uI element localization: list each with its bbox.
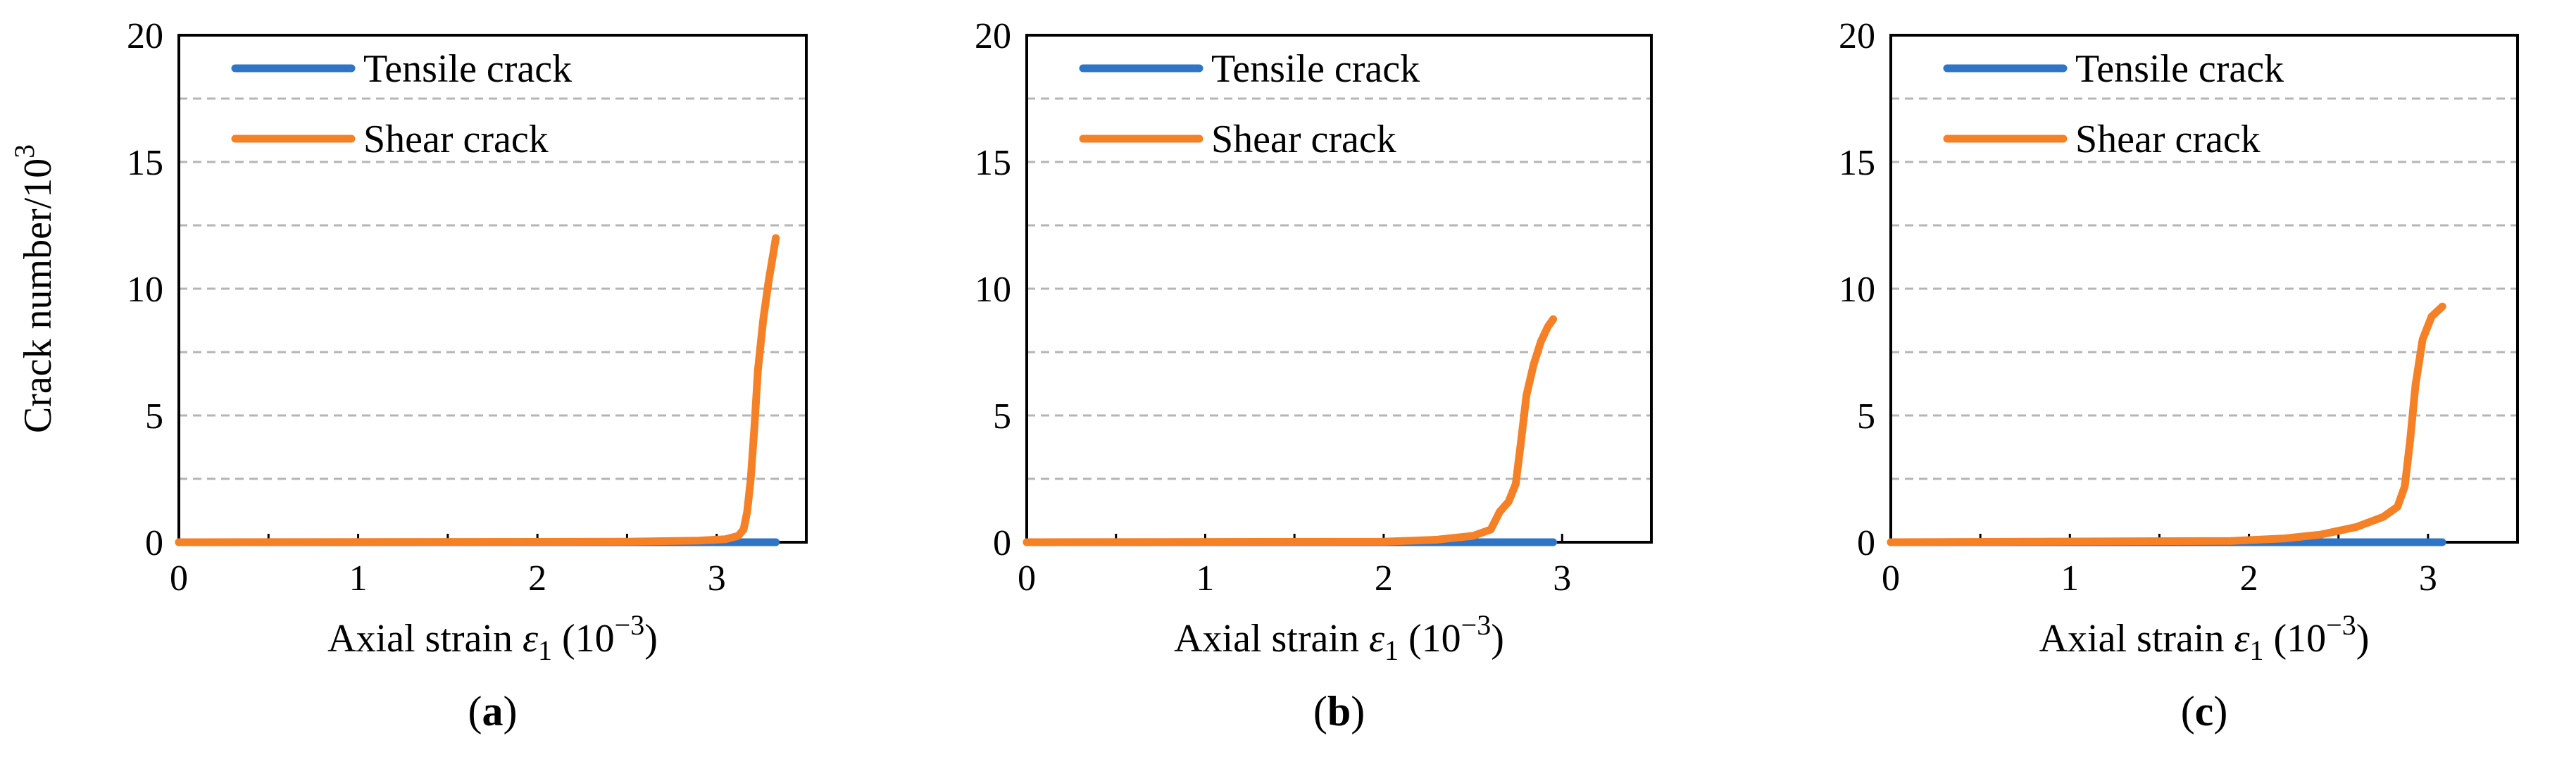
y-tick-label: 20 — [127, 16, 163, 56]
series-line-shear — [1887, 302, 2446, 546]
y-tick-label: 10 — [127, 270, 163, 310]
y-axis-label-text: Crack number/10 — [16, 158, 60, 433]
x-axis-label-text: Axial strain — [1174, 617, 1369, 661]
panel-caption-letter: b — [1327, 688, 1351, 734]
x-axis-label-exponent: −3 — [615, 609, 645, 641]
y-axis-label-exponent: 3 — [8, 144, 40, 158]
y-tick-label: 15 — [975, 143, 1011, 183]
x-axis-label-text: Axial strain — [2039, 617, 2234, 661]
x-tick-label: 0 — [1018, 558, 1036, 599]
panel-caption-open: ( — [2181, 688, 2195, 734]
legend-label-tensile: Tensile crack — [2075, 47, 2284, 91]
x-tick-label: 3 — [708, 558, 726, 599]
x-axis-label: Axial strain ε1 (10−3) — [2039, 609, 2370, 666]
y-tick-label: 0 — [1857, 523, 1875, 563]
panel-caption-open: ( — [468, 688, 482, 734]
panel-caption-close: ) — [2213, 688, 2227, 734]
x-axis-label-unit: (10 — [2264, 617, 2327, 661]
panel-caption: (a) — [468, 688, 518, 734]
legend-label-shear: Shear crack — [363, 118, 549, 161]
x-axis-label-close: ) — [644, 617, 658, 661]
y-tick-label: 5 — [145, 396, 163, 437]
legend-label-shear: Shear crack — [1211, 118, 1396, 161]
panel-caption: (c) — [2181, 688, 2228, 734]
x-axis-label-subscript: 1 — [538, 634, 552, 666]
chart-panel-b: 0 1 2 3 0 5 10 15 20 Tensile crack Shear crack Axia… — [975, 16, 1653, 734]
y-axis-label: Crack number/103 — [8, 144, 60, 433]
y-tick-label: 10 — [975, 270, 1011, 310]
series-line-shear — [175, 234, 780, 546]
y-tick-label: 15 — [1839, 143, 1875, 183]
panel-caption-open: ( — [1313, 688, 1327, 734]
y-tick-label: 20 — [1839, 16, 1875, 56]
y-tick-label: 0 — [145, 523, 163, 563]
x-tick-label: 1 — [2061, 558, 2079, 599]
x-axis-label-subscript: 1 — [2250, 634, 2264, 666]
x-axis-label-unit: (10 — [552, 617, 615, 661]
legend-label-tensile: Tensile crack — [363, 47, 572, 91]
x-axis-label-unit: (10 — [1399, 617, 1461, 661]
x-tick-label: 1 — [1196, 558, 1214, 599]
y-tick-label: 20 — [975, 16, 1011, 56]
chart-panel-c: 0 1 2 3 0 5 10 15 20 Tensile crack Shear crack Axia… — [1839, 16, 2519, 734]
x-tick-label: 3 — [1553, 558, 1571, 599]
panel-caption-close: ) — [1351, 688, 1365, 734]
panel-caption-letter: c — [2195, 688, 2214, 734]
y-tick-label: 5 — [993, 396, 1011, 437]
panel-caption: (b) — [1313, 688, 1365, 734]
legend-label-tensile: Tensile crack — [1211, 47, 1420, 91]
x-axis-label-symbol: ε — [1369, 617, 1385, 661]
x-axis-label-text: Axial strain — [327, 617, 523, 661]
panel-caption-close: ) — [504, 688, 518, 734]
y-tick-label: 15 — [127, 143, 163, 183]
x-axis-label-close: ) — [2356, 617, 2370, 661]
y-tick-label: 0 — [993, 523, 1011, 563]
x-tick-label: 3 — [2419, 558, 2437, 599]
x-tick-label: 2 — [528, 558, 546, 599]
x-tick-label: 2 — [2240, 558, 2258, 599]
x-axis-label-symbol: ε — [523, 617, 539, 661]
legend-label-shear: Shear crack — [2075, 118, 2261, 161]
x-tick-label: 1 — [349, 558, 368, 599]
x-axis-label-exponent: −3 — [2326, 609, 2356, 641]
x-axis-label: Axial strain ε1 (10−3) — [327, 609, 658, 666]
series-line-shear — [1023, 315, 1558, 546]
x-tick-label: 0 — [170, 558, 188, 599]
x-axis-label-exponent: −3 — [1461, 609, 1492, 641]
x-tick-label: 0 — [1882, 558, 1900, 599]
chart-panel-a: 0 1 2 3 0 5 10 15 20 Tensile crack Shear crack Axia… — [8, 16, 808, 734]
y-tick-label: 10 — [1839, 270, 1875, 310]
x-axis-label-subscript: 1 — [1384, 634, 1399, 666]
panel-caption-letter: a — [482, 688, 504, 734]
x-axis-label-close: ) — [1491, 617, 1504, 661]
y-tick-label: 5 — [1857, 396, 1875, 437]
x-axis-label: Axial strain ε1 (10−3) — [1174, 609, 1504, 666]
x-tick-label: 2 — [1375, 558, 1393, 599]
x-axis-label-symbol: ε — [2234, 617, 2250, 661]
